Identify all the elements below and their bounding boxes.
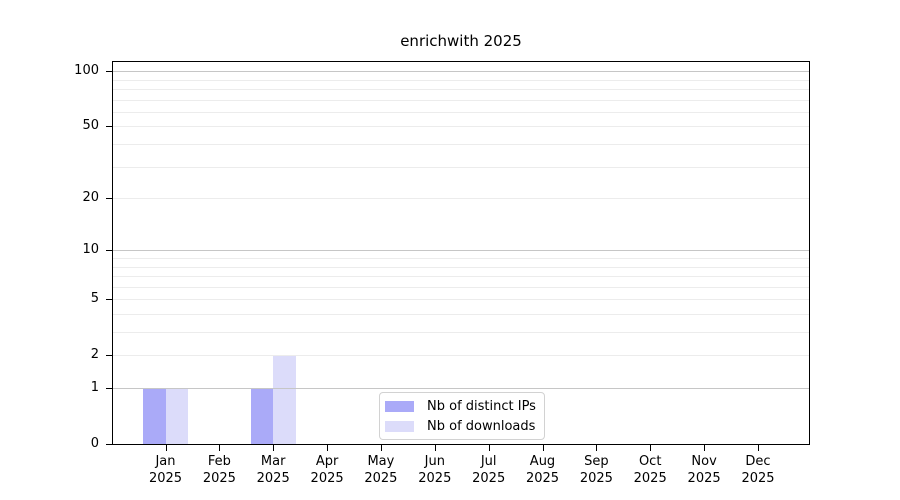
minor-gridline [113,111,809,113]
x-tick-year: 2025 [148,471,183,486]
y-tick [106,198,113,199]
major-gridline [113,388,809,389]
x-tick-year: 2025 [579,471,613,486]
minor-gridline [113,88,809,90]
x-tick-month: Aug [529,454,556,469]
bar-downloads [165,388,188,444]
minor-gridline [113,355,809,357]
minor-gridline [113,143,809,145]
y-tick-label: 10 [82,242,99,258]
y-tick [106,444,113,445]
legend-label-downloads: Nb of downloads [427,418,536,434]
x-tick-year: 2025 [741,471,775,486]
x-tick [650,445,652,451]
y-tick [106,388,113,389]
legend-swatch-downloads [385,420,414,432]
minor-gridline [113,286,809,288]
x-tick-label: Sep 2025 [564,453,628,487]
x-tick-label: Jul 2025 [457,453,521,487]
minor-gridline [113,276,809,277]
legend-label-distinct-ips: Nb of distinct IPs [427,398,536,414]
y-tick-label: 2 [90,347,99,363]
y-tick-label: 50 [82,118,99,134]
major-gridline [113,71,809,73]
x-tick-year: 2025 [418,471,452,486]
x-tick-label: Dec 2025 [726,453,790,487]
minor-gridline [113,257,809,259]
legend-swatch-distinct-ips [385,400,414,412]
minor-gridline [113,299,809,301]
x-tick-month: Oct [638,454,662,469]
x-tick-year: 2025 [202,471,236,486]
x-tick-month: Dec [745,454,771,469]
x-tick-year: 2025 [687,471,721,486]
x-tick-label: May 2025 [349,453,413,487]
x-tick-year: 2025 [472,471,506,486]
y-tick [106,250,113,252]
x-tick [327,445,329,451]
x-tick-month: Jan [155,454,176,469]
y-tick [106,126,113,128]
minor-gridline [113,126,809,128]
x-tick-year: 2025 [525,471,560,486]
x-tick-label: Aug 2025 [511,453,575,487]
minor-gridline [113,266,809,268]
x-tick [380,445,382,451]
y-tick-label: 1 [90,380,99,395]
x-tick-month: Apr [315,454,339,469]
bar-distinct-ips [143,388,166,444]
x-tick-year: 2025 [633,471,667,486]
x-tick-label: Mar 2025 [241,453,305,487]
x-tick-month: Mar [260,454,286,469]
y-tick [106,299,113,301]
x-tick-month: Nov [691,454,717,469]
y-tick [106,355,113,357]
x-tick [542,445,544,451]
x-tick-year: 2025 [256,471,290,486]
bar-distinct-ips [250,388,274,444]
x-tick [219,445,221,451]
x-tick-month: Jun [424,454,445,469]
plot-area [112,61,810,445]
x-tick-month: May [367,454,395,469]
y-tick-label: 0 [90,436,99,451]
x-tick-month: Sep [584,454,609,469]
legend-row-distinct-ips: Nb of distinct IPs [385,396,536,416]
x-tick-label: Jan 2025 [134,453,198,487]
minor-gridline [113,198,809,199]
x-tick-label: Apr 2025 [295,453,359,487]
minor-gridline [113,313,809,315]
x-tick-year: 2025 [364,471,398,486]
x-tick [758,445,759,451]
chart-title: enrichwith 2025 [400,32,522,50]
x-tick-label: Oct 2025 [618,453,682,487]
x-tick-month: Feb [207,454,231,469]
major-gridline [113,250,809,252]
x-tick [165,445,167,451]
minor-gridline [113,79,809,81]
x-tick [273,445,275,451]
x-tick [596,445,598,451]
bar-downloads [273,355,296,444]
legend: Nb of distinct IPs Nb of downloads [379,392,545,440]
minor-gridline [113,166,809,168]
x-tick-label: Nov 2025 [672,453,736,487]
x-tick-label: Feb 2025 [187,453,251,487]
x-tick [488,445,490,451]
minor-gridline [113,332,809,333]
legend-row-downloads: Nb of downloads [385,416,536,436]
x-tick-month: Jul [480,454,497,469]
y-tick-label: 5 [90,291,99,307]
x-tick [434,445,436,451]
y-tick-label: 100 [74,63,99,79]
minor-gridline [113,99,809,101]
x-tick-label: Jun 2025 [403,453,467,487]
y-tick [106,71,113,73]
y-tick-label: 20 [82,190,99,205]
x-tick [704,445,706,451]
x-tick-year: 2025 [310,471,344,486]
